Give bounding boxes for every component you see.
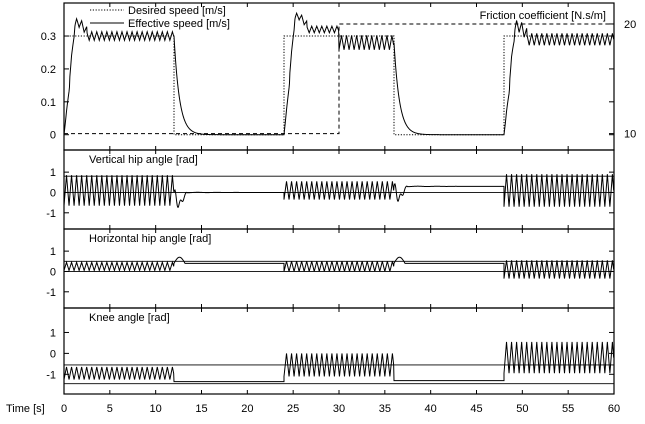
y-tick-label: 0.2 (41, 64, 56, 76)
x-tick-label: 60 (608, 403, 620, 415)
y-tick-label: -1 (46, 369, 56, 381)
x-tick-label: 40 (425, 403, 437, 415)
x-tick-label: 10 (150, 403, 162, 415)
y-tick-label: 1 (50, 246, 56, 258)
panel-title: Horizontal hip angle [rad] (89, 233, 211, 245)
x-tick-label: 20 (241, 403, 253, 415)
y-tick-label: 0.1 (41, 97, 56, 109)
x-tick-label: 5 (107, 403, 113, 415)
x-tick-label: 35 (379, 403, 391, 415)
x-tick-label: 55 (562, 403, 574, 415)
y-tick-label: -1 (46, 208, 56, 220)
y-tick-label: -1 (46, 287, 56, 299)
right-y-tick-label: 20 (624, 19, 636, 31)
panel-title: Vertical hip angle [rad] (89, 154, 198, 166)
x-tick-label: 45 (470, 403, 482, 415)
y-tick-label: 0 (50, 187, 56, 199)
y-tick-label: 0.3 (41, 31, 56, 43)
series-line-vertical-hip-0 (63, 174, 615, 208)
right-y-tick-label: 10 (624, 129, 636, 141)
y-tick-label: 1 (50, 327, 56, 339)
series-line-knee-0 (63, 341, 615, 383)
x-tick-label: 30 (333, 403, 345, 415)
series-line-speed-1 (63, 11, 615, 136)
x-tick-label: 50 (516, 403, 528, 415)
legend-label: Effective speed [m/s] (128, 18, 230, 30)
x-tick-label: 25 (287, 403, 299, 415)
right-axis-label: Friction coefficient [N.s/m] (480, 10, 606, 22)
y-tick-label: 0 (50, 266, 56, 278)
x-axis-label: Time [s] (6, 403, 45, 415)
panel-title: Knee angle [rad] (89, 312, 170, 324)
y-tick-label: 0 (50, 348, 56, 360)
legend-label: Desired speed [m/s] (128, 5, 226, 17)
y-tick-label: 0 (50, 130, 56, 142)
series-line-horizontal-hip-0 (63, 256, 615, 279)
x-tick-label: 15 (195, 403, 207, 415)
y-tick-label: 1 (50, 167, 56, 179)
x-tick-label: 0 (61, 403, 67, 415)
series-line-speed-2 (64, 23, 614, 135)
